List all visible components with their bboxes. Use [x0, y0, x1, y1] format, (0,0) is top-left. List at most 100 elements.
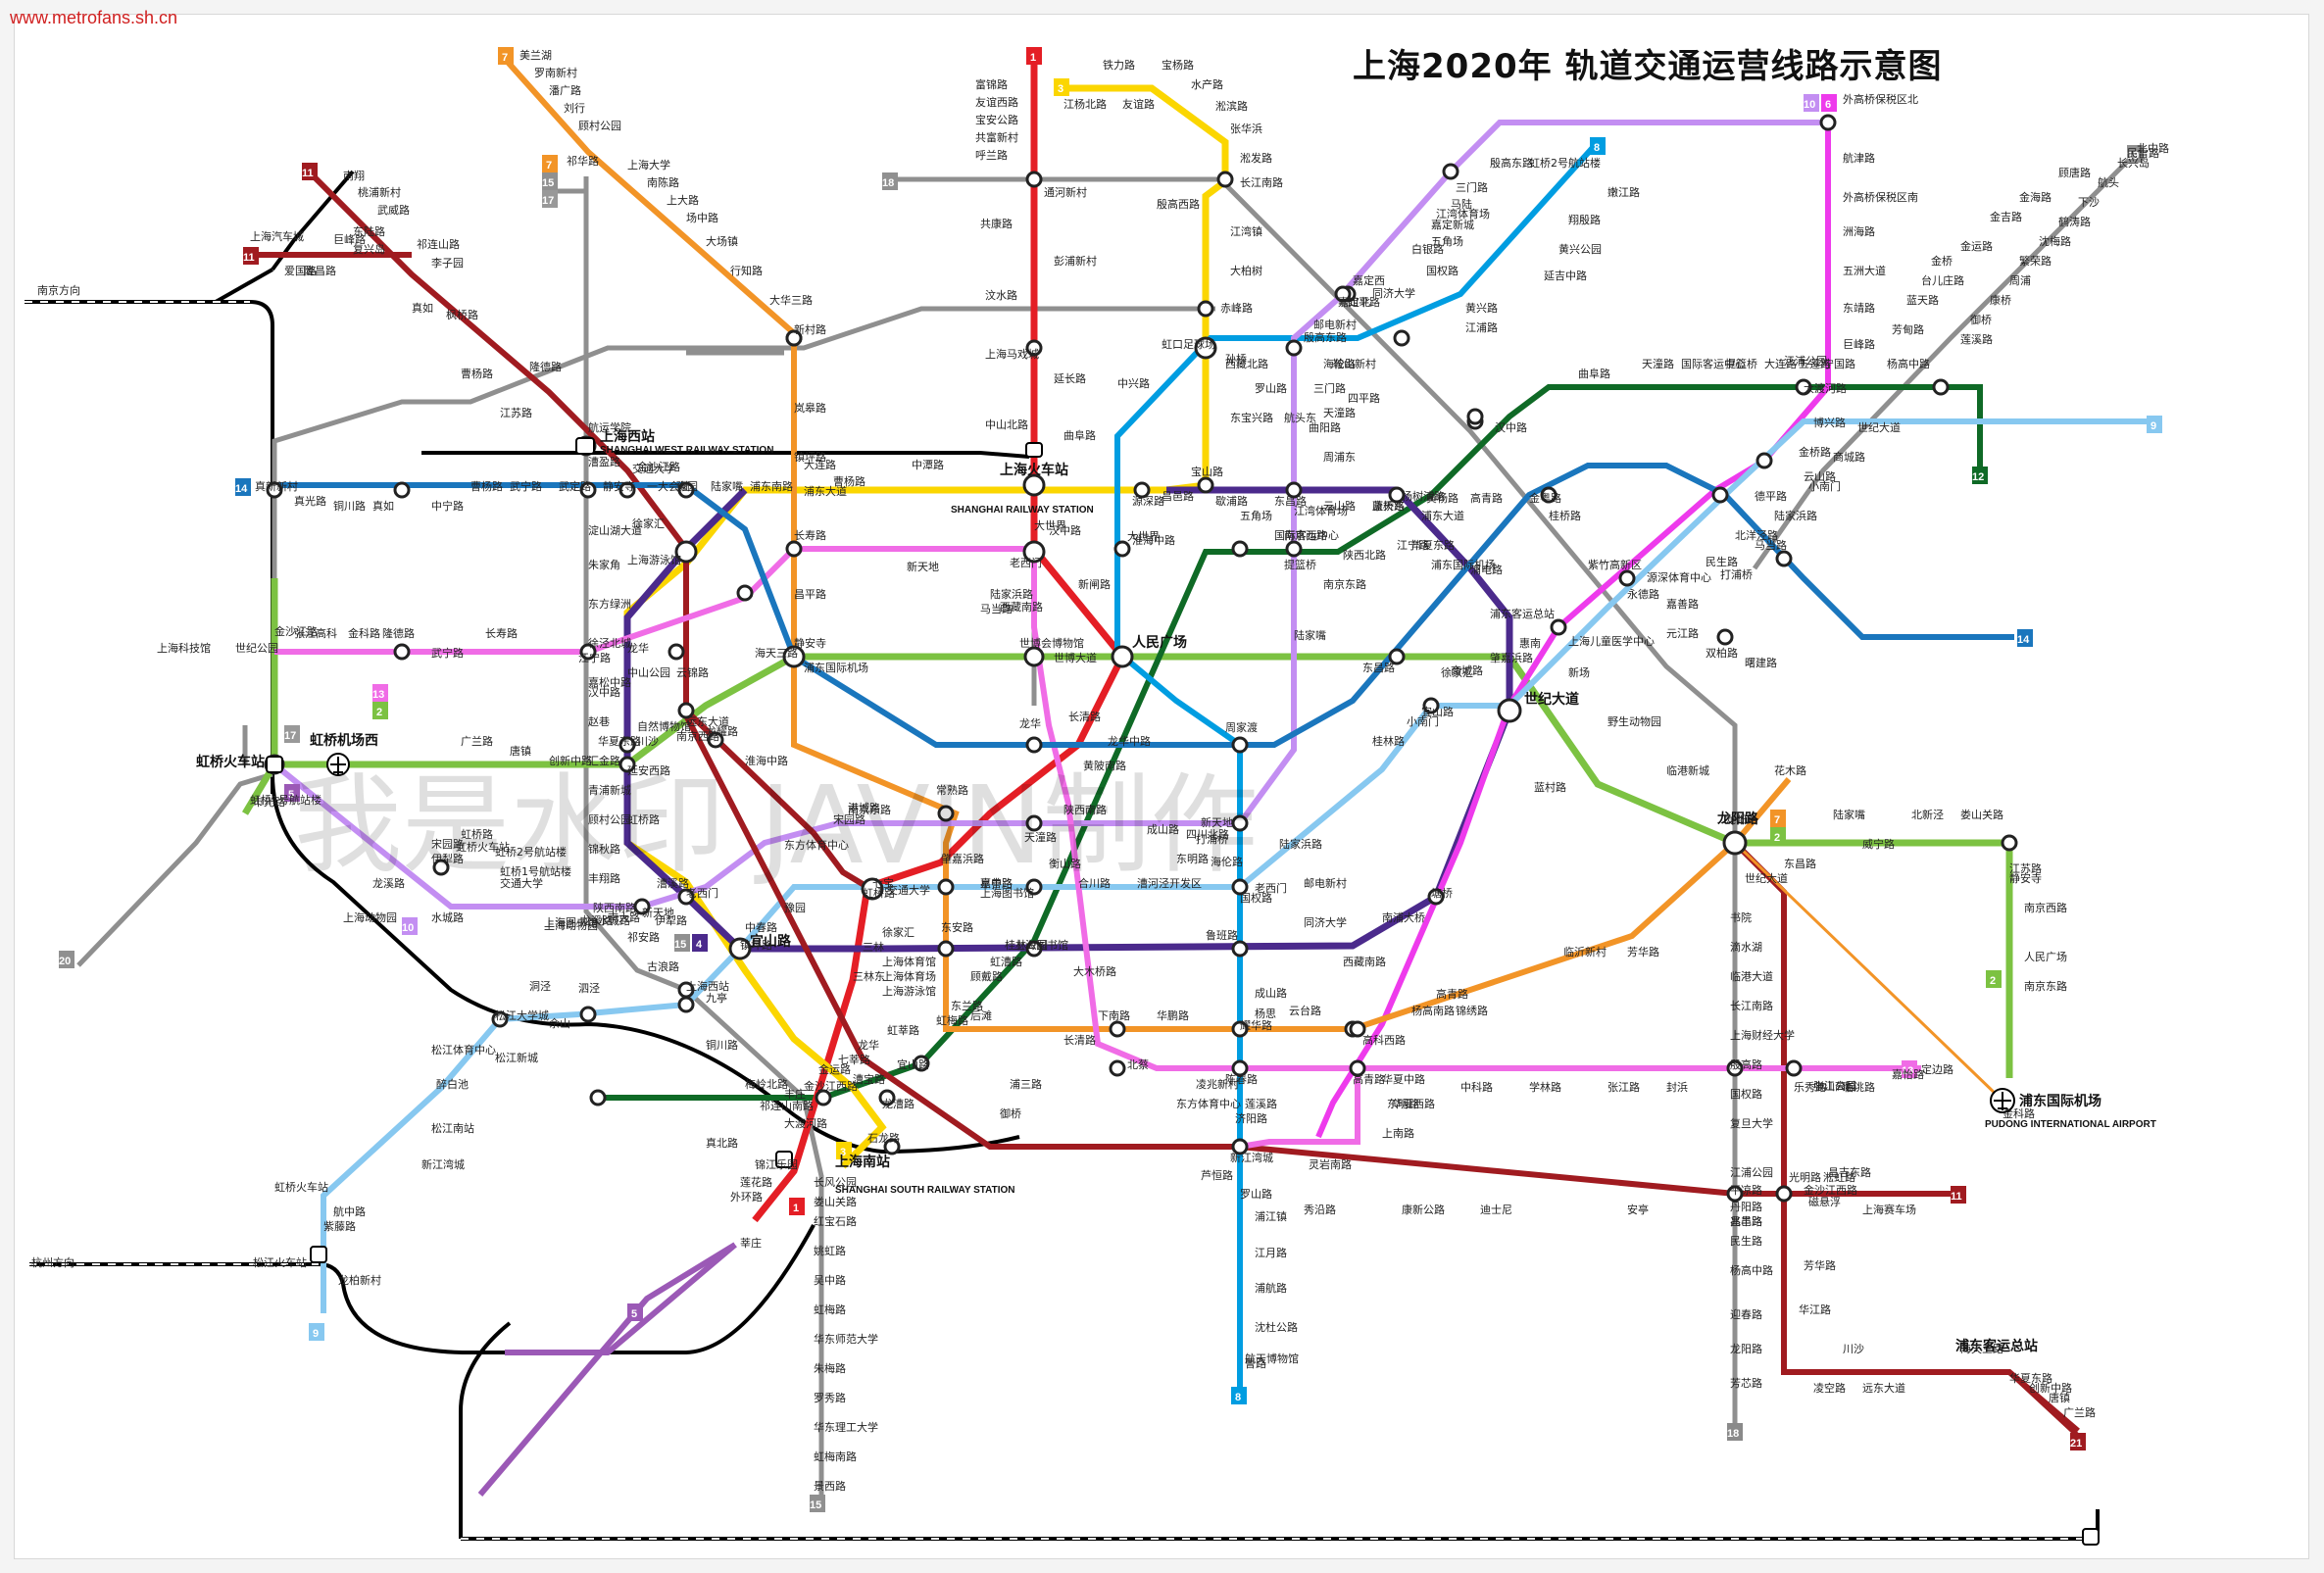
station-label: 真如	[372, 499, 394, 513]
station-label: 金桥路	[1799, 445, 1831, 459]
svg-text:2: 2	[1774, 832, 1780, 844]
direction-labels: 南京方向 杭州方向	[31, 283, 80, 1269]
station-label: 滴水湖	[1730, 940, 1762, 954]
station-label: 曲阜路	[1063, 429, 1096, 442]
station-label: 航运学院	[588, 420, 631, 434]
station-label: 古浪路	[647, 959, 679, 973]
station-label: 鲁班路	[1206, 928, 1238, 942]
svg-text:3: 3	[840, 1147, 846, 1158]
station-label: 曹杨路	[461, 367, 493, 380]
station-label: 共富新村	[975, 130, 1018, 144]
station-label: 莘庄	[740, 1236, 762, 1250]
line-5	[477, 1242, 737, 1497]
station-label: 镇坪路	[740, 938, 772, 952]
station-label: 沈梅路	[2039, 234, 2071, 248]
svg-text:14: 14	[235, 483, 248, 495]
station-label: 上南路	[1382, 1127, 1414, 1140]
station-label: 杨思	[1255, 1007, 1276, 1020]
station-label: 大世界	[1127, 529, 1160, 543]
station-label: 嘉善路	[1666, 597, 1699, 611]
source-url[interactable]: www.metrofans.sh.cn	[10, 8, 178, 27]
station-label: 五角场	[1240, 509, 1272, 522]
station-label: 真如	[412, 301, 433, 315]
station-label: 大渡河路	[1804, 381, 1847, 395]
station-label: 汶水路	[985, 288, 1017, 302]
station-label: 云锦路	[676, 665, 709, 679]
station-label: 江湾镇	[1230, 224, 1262, 238]
station-label: 上海科技馆	[157, 641, 211, 655]
station-label: 高青路	[1470, 491, 1503, 505]
station-label: 三林	[863, 940, 884, 954]
station-label: 宜山路	[1421, 705, 1454, 718]
svg-text:7: 7	[1774, 814, 1780, 826]
station-label: 衡山路	[1049, 858, 1081, 870]
station-label: 江浦公园	[1784, 355, 1827, 368]
station-label: 兆丰路	[1730, 1215, 1762, 1228]
station-label: 三门路	[1456, 180, 1488, 194]
svg-text:4: 4	[696, 939, 703, 951]
station-label: 虹桥1号航站楼	[500, 864, 571, 878]
station-label: 七宝	[872, 876, 894, 890]
station-label: 中科路	[1460, 1080, 1493, 1094]
station-label: 江浦路	[1465, 321, 1498, 334]
station-label: 御桥	[1970, 313, 1992, 326]
station-label: 合川路	[1078, 876, 1111, 890]
station-label: 老西门	[1255, 881, 1287, 895]
station-label: 新江湾城	[1230, 1151, 1273, 1164]
major-station-label: 虹桥机场西	[310, 732, 378, 749]
line-badges: 1 3 7 7 15 17 11 11 18 8 10 6 19 9 12 14…	[59, 47, 2162, 1512]
station-label: 蓝村路	[1534, 780, 1566, 794]
station-label: 江苏路	[500, 407, 532, 419]
line-21	[2007, 1370, 2080, 1438]
station-label: 西藏南路	[1343, 956, 1386, 968]
station-label: 昌邑路	[1730, 1215, 1762, 1228]
station-label: 陆家嘴	[1833, 808, 1865, 821]
station-label: 五莲路	[1799, 358, 1831, 370]
station-label: 远东大道	[1862, 1381, 1905, 1395]
major-station-label: 浦东客运总站	[1955, 1338, 2038, 1354]
station-label: 虹口足球场	[1162, 337, 1215, 351]
station-label: 陕西南路	[1063, 803, 1107, 816]
station-label: 枫桥路	[446, 308, 478, 321]
train-icons	[266, 437, 2100, 1546]
station-label: 共康路	[980, 217, 1013, 230]
station-label: 北中路	[2137, 142, 2169, 155]
station-label: 灵岩南路	[1309, 1157, 1352, 1171]
station-label: 桂林路	[1372, 734, 1405, 748]
station-label: 宝杨路	[1162, 58, 1194, 72]
station-label: 航中路	[333, 1204, 366, 1218]
station-label: 曲阜路	[1578, 368, 1610, 380]
station-label: 长寿路	[794, 528, 826, 542]
major-station-label: 上海南站	[835, 1154, 890, 1170]
station-label: 源深路	[1132, 494, 1164, 508]
station-label: 花木路	[1774, 764, 1806, 777]
station-label: 虹桥路	[627, 813, 660, 826]
station-label: 浦航路	[1255, 1281, 1287, 1295]
svg-text:9: 9	[313, 1328, 319, 1340]
station-label: 东方体育中心	[1176, 1097, 1241, 1110]
station-label: 景西路	[814, 1480, 846, 1493]
station-label: 大连路	[804, 458, 836, 471]
station-label: 浦江镇	[1255, 1209, 1287, 1223]
station-label: 大连路	[1764, 357, 1797, 370]
svg-text:14: 14	[2017, 634, 2030, 646]
station-label: 东昌路	[1274, 495, 1307, 508]
station-label: 张江高科	[294, 626, 337, 640]
station-label: 祁连山南路	[760, 1099, 814, 1112]
station-label: 世博大道	[1054, 651, 1097, 664]
station-label: 江湾体育场	[1294, 504, 1348, 517]
line-10	[272, 120, 1828, 909]
station-label: 虹梅路	[936, 1013, 968, 1027]
station-label: 青浦新城	[588, 783, 631, 797]
svg-text:11: 11	[302, 168, 314, 179]
station-label: 新闸路	[1078, 577, 1111, 591]
svg-text:8: 8	[1594, 142, 1600, 154]
station-label: 邮电新村	[1313, 318, 1357, 331]
station-label: 昌平路	[794, 588, 826, 601]
station-label: 复旦大学	[1730, 1116, 1773, 1130]
station-label: 华东理工大学	[814, 1420, 878, 1434]
svg-text:21: 21	[2070, 1438, 2082, 1450]
station-label: 武定路	[559, 479, 591, 493]
station-label: 金沙江路	[637, 460, 680, 473]
station-label: 南京西路	[2024, 901, 2067, 914]
